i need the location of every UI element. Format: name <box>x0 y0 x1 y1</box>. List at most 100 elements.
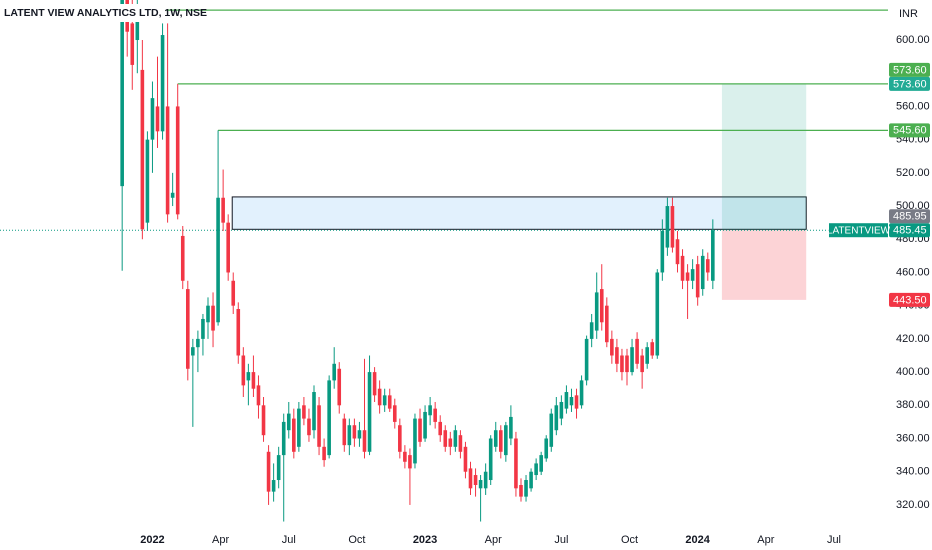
candle-body <box>488 438 493 481</box>
x-tick-label: 2022 <box>140 534 164 546</box>
candle-body <box>135 6 140 41</box>
candle-body <box>458 435 463 452</box>
x-tick-label: Jul <box>282 534 296 546</box>
x-tick-label: Apr <box>212 534 229 546</box>
loss-zone <box>721 230 807 300</box>
candle-body <box>700 255 705 290</box>
y-tick-label: 500.00 <box>896 200 930 212</box>
candle-body <box>524 480 528 497</box>
candle-body <box>302 405 306 419</box>
candle-body <box>261 405 266 436</box>
plot-area <box>0 0 888 522</box>
candle-body <box>327 380 331 456</box>
candle-body <box>448 438 453 447</box>
chart-title: LATENT VIEW ANALYTICS LTD, 1W, NSE <box>4 7 207 19</box>
candle-body <box>231 280 236 306</box>
candle-body <box>312 392 316 431</box>
candle-body <box>271 480 276 492</box>
candle-body <box>377 388 382 406</box>
candle-body <box>493 430 498 447</box>
candle-body <box>599 289 604 323</box>
candle-body <box>337 368 342 406</box>
candle-body <box>185 289 190 369</box>
price-label: 545.60 <box>893 125 927 137</box>
y-tick-label: 360.00 <box>896 432 930 444</box>
x-tick-label: Oct <box>621 534 638 546</box>
candle-body <box>216 197 220 323</box>
candle-body <box>438 421 443 436</box>
y-tick-label: 320.00 <box>896 499 930 511</box>
candle-body <box>605 305 609 343</box>
symbol-label-bg <box>829 223 888 238</box>
price-label: 573.60 <box>893 78 927 90</box>
x-tick-label: Apr <box>485 534 502 546</box>
candle-body <box>398 425 402 452</box>
candle-body <box>307 418 311 436</box>
candle-body <box>281 421 286 456</box>
candle-body <box>478 480 483 489</box>
candle-body <box>347 425 352 446</box>
candle-body <box>367 372 372 452</box>
price-axis: 320.00340.00360.00380.00400.00420.00440.… <box>889 34 930 511</box>
candle-body <box>155 106 160 132</box>
title-bg <box>0 4 166 22</box>
candle-body <box>529 471 533 489</box>
candle-body <box>504 425 508 456</box>
candle-body <box>675 239 680 265</box>
candle-body <box>574 395 579 409</box>
candle-body <box>589 322 594 339</box>
candle-body <box>498 430 503 452</box>
candle-body <box>251 372 256 389</box>
price-label-bg <box>889 76 930 91</box>
price-label-bg <box>889 292 930 307</box>
symbol-label: LATENTVIEW <box>827 225 891 236</box>
candle-body <box>509 416 513 439</box>
price-label: 485.45 <box>893 225 927 237</box>
price-label-bg <box>889 209 930 224</box>
candle-body <box>610 338 614 356</box>
candle-body <box>170 192 175 198</box>
candle-body <box>660 230 665 273</box>
candle-body <box>620 355 624 373</box>
candle-body <box>201 318 205 339</box>
candle-body <box>685 272 690 281</box>
candle-body <box>196 338 200 348</box>
candle-body <box>428 405 432 416</box>
candle-body <box>579 380 584 406</box>
candle-body <box>332 363 336 381</box>
candle-body <box>382 395 387 406</box>
y-tick-label: 420.00 <box>896 333 930 345</box>
candle-body <box>453 430 458 447</box>
candle-body <box>165 106 170 215</box>
price-label: 443.50 <box>893 294 927 306</box>
candle-body <box>140 69 145 230</box>
candle-body <box>468 468 473 489</box>
candle-body <box>145 139 150 223</box>
candle-body <box>584 338 589 381</box>
x-tick-label: 2023 <box>413 534 437 546</box>
candle-body <box>433 408 437 422</box>
candle-body <box>473 475 478 486</box>
candle-body <box>286 413 291 431</box>
candle-body <box>630 347 634 373</box>
candle-body <box>711 230 715 281</box>
candle-body <box>211 305 215 331</box>
candle-body <box>635 338 639 364</box>
candle-body <box>625 355 629 373</box>
y-tick-label: 600.00 <box>896 34 930 46</box>
candle-body <box>120 0 124 187</box>
candle-body <box>342 418 347 446</box>
candle-body <box>640 355 644 373</box>
candle-body <box>221 197 225 223</box>
candle-body <box>665 206 670 248</box>
candle-body <box>594 292 599 331</box>
x-tick-label: Oct <box>348 534 365 546</box>
candle-body <box>236 309 241 356</box>
candle-body <box>670 206 675 248</box>
candle-body <box>292 418 296 452</box>
candle-body <box>645 347 649 364</box>
candle-body <box>559 401 564 419</box>
candle-body <box>650 342 655 356</box>
price-label-bg <box>889 223 930 238</box>
